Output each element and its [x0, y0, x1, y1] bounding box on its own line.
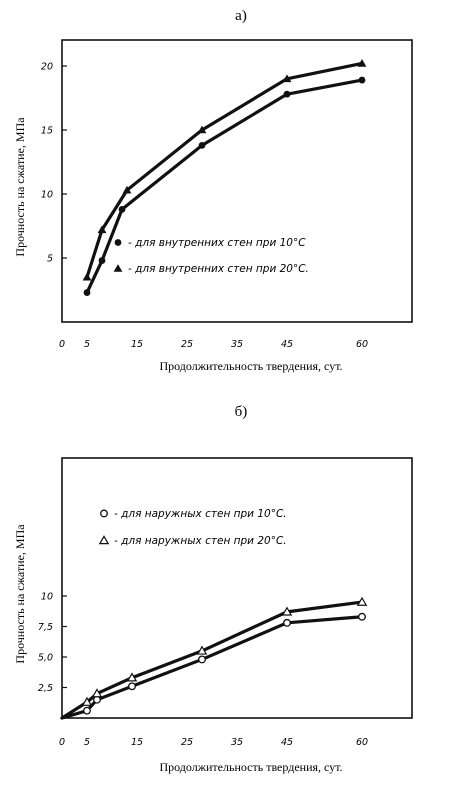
panel-label: а)	[235, 8, 247, 24]
legend-label: - для наружных стен при 10°С.	[114, 508, 287, 520]
data-point	[91, 688, 103, 698]
data-point	[98, 257, 106, 264]
series-line-1	[60, 615, 364, 720]
legend-marker	[114, 239, 122, 246]
x-tick-label: 35	[231, 737, 243, 748]
data-point	[118, 205, 126, 213]
data-point	[83, 706, 91, 715]
legend-label: - для внутренних стен при 20°С.	[128, 263, 309, 275]
data-point	[122, 185, 132, 194]
x-tick-label: 0	[59, 737, 65, 748]
data-point	[282, 74, 292, 83]
x-tick-label: 25	[181, 737, 193, 748]
x-tick-label: 5	[84, 737, 90, 748]
x-tick-label: 0	[59, 339, 65, 350]
x-tick-label: 25	[181, 339, 193, 350]
series-line-2	[85, 61, 364, 279]
y-tick-label: 15	[41, 126, 53, 137]
data-point	[358, 76, 366, 84]
y-axis-title: Прочность на сжатие, МПа	[13, 524, 27, 664]
y-tick-label: 2,5	[38, 683, 53, 694]
y-tick-label: 10	[41, 190, 53, 201]
plot-frame	[61, 39, 413, 323]
chart-a: а) 5 10 15 20 0 5 15 25 35 45 60 Продолжительность т…	[13, 8, 413, 373]
data-point	[197, 125, 207, 134]
x-tick-label: 5	[84, 339, 90, 350]
y-tick-label: 20	[41, 62, 53, 73]
x-tick-label: 15	[131, 339, 143, 350]
legend-label: - для внутренних стен при 10°С	[128, 237, 306, 249]
y-axis-title: Прочность на сжатие, МПа	[13, 117, 27, 257]
plot-frame	[61, 457, 413, 719]
x-tick-label: 45	[281, 339, 293, 350]
legend-label: - для наружных стен при 20°С.	[114, 535, 287, 547]
panel-label: б)	[235, 404, 248, 420]
series-line-1	[85, 78, 364, 295]
x-tick-label: 60	[356, 339, 368, 350]
x-axis-title: Продолжительность твердения, сут.	[159, 359, 342, 373]
legend-marker	[113, 264, 123, 272]
x-tick-label: 15	[131, 737, 143, 748]
data-point	[81, 696, 93, 706]
y-tick-label: 7,5	[38, 622, 53, 633]
data-point	[283, 618, 291, 627]
y-tick-label: 5,0	[38, 653, 53, 664]
y-tick-label: 5	[47, 254, 53, 265]
data-point	[83, 289, 91, 296]
data-point	[283, 90, 291, 98]
x-tick-label: 45	[281, 737, 293, 748]
x-tick-label: 35	[231, 339, 243, 350]
data-point	[357, 59, 367, 67]
data-point	[356, 596, 368, 606]
data-point	[198, 141, 206, 149]
data-point	[198, 655, 206, 664]
data-point	[126, 672, 138, 682]
legend-marker	[98, 535, 110, 545]
data-point	[97, 225, 107, 234]
legend-marker	[100, 509, 108, 518]
x-axis-title: Продолжительность твердения, сут.	[159, 760, 342, 774]
data-point	[128, 682, 136, 691]
data-point	[82, 272, 92, 281]
data-point	[358, 612, 366, 621]
x-tick-label: 60	[356, 737, 368, 748]
data-point	[196, 645, 208, 655]
chart-b: б) 2,5 5,0 7,5 10 0 5 15 25 35 45 60 Продолжительнос…	[13, 404, 413, 774]
y-tick-label: 10	[41, 592, 53, 603]
data-point	[281, 606, 293, 616]
